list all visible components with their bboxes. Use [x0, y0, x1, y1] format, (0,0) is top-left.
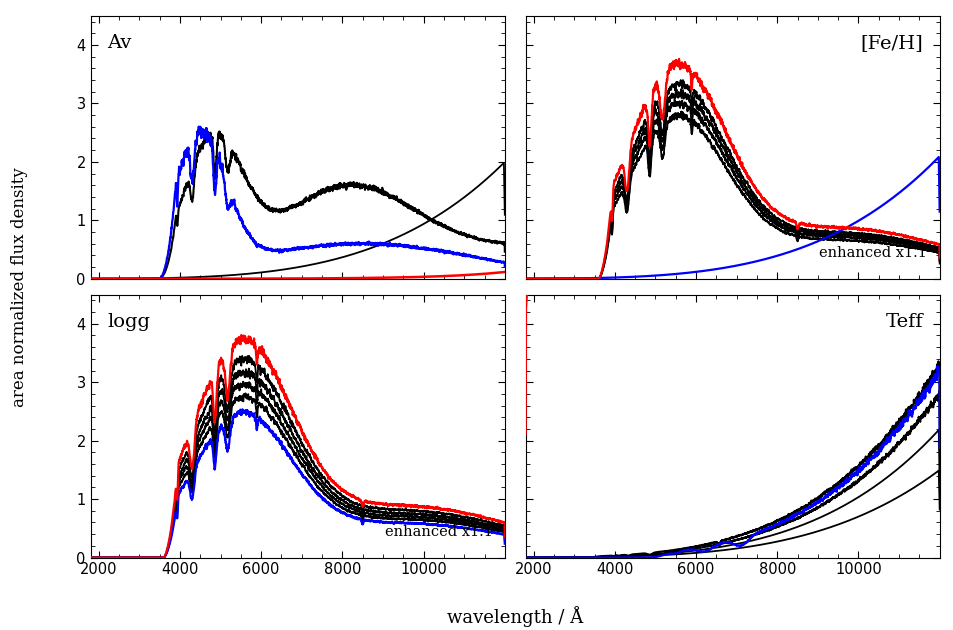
- Text: [Fe/H]: [Fe/H]: [860, 34, 923, 52]
- Text: area normalized flux density: area normalized flux density: [11, 167, 29, 406]
- Text: logg: logg: [107, 313, 150, 331]
- Text: Teff: Teff: [884, 313, 923, 331]
- Text: wavelength / Å: wavelength / Å: [447, 605, 582, 627]
- Text: Av: Av: [107, 34, 132, 52]
- Text: enhanced x1.1: enhanced x1.1: [819, 246, 926, 260]
- Text: enhanced x1.1: enhanced x1.1: [384, 525, 492, 539]
